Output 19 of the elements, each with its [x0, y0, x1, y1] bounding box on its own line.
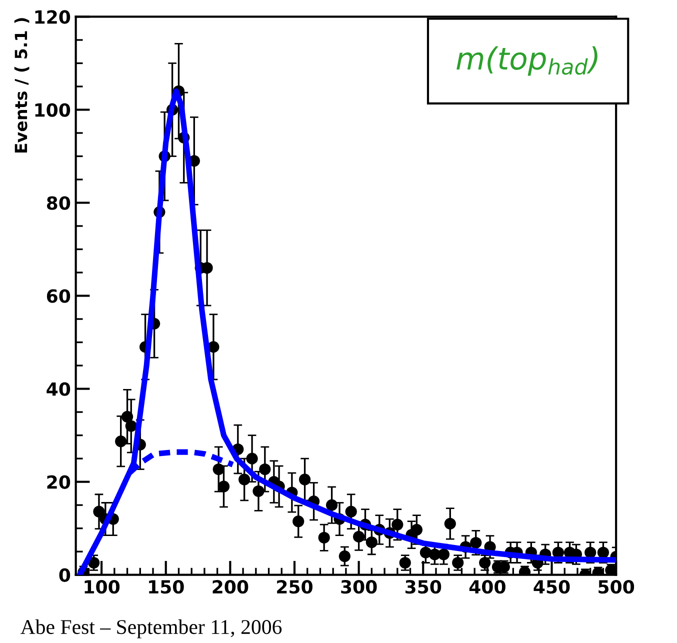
- x-tick-label: 250: [277, 580, 312, 594]
- y-tick-label: 80: [46, 196, 70, 210]
- x-tick-label: 350: [405, 580, 442, 594]
- y-tick-label: 60: [46, 289, 70, 303]
- y-tick-label: 0: [59, 568, 70, 582]
- text: m(top$_{had}$): [456, 46, 598, 76]
- y-tick-label: 100: [35, 103, 70, 117]
- y-tick-label: 40: [46, 382, 70, 396]
- x-tick-label: 150: [149, 580, 184, 594]
- y-tick-label: 20: [47, 475, 70, 489]
- x-tick-label: 500: [598, 580, 634, 594]
- y-tick-label: 120: [35, 10, 70, 24]
- y-axis-title: Events / ( 5.1 ): [14, 18, 30, 153]
- x-tick-label: 300: [341, 580, 377, 594]
- x-tick-label: 450: [534, 580, 570, 594]
- x-tick-label: 200: [212, 580, 248, 594]
- x-tick-label: 400: [469, 580, 506, 594]
- text: Abe Fest – September 11, 2006: [20, 619, 282, 638]
- x-tick-label: 100: [84, 580, 120, 594]
